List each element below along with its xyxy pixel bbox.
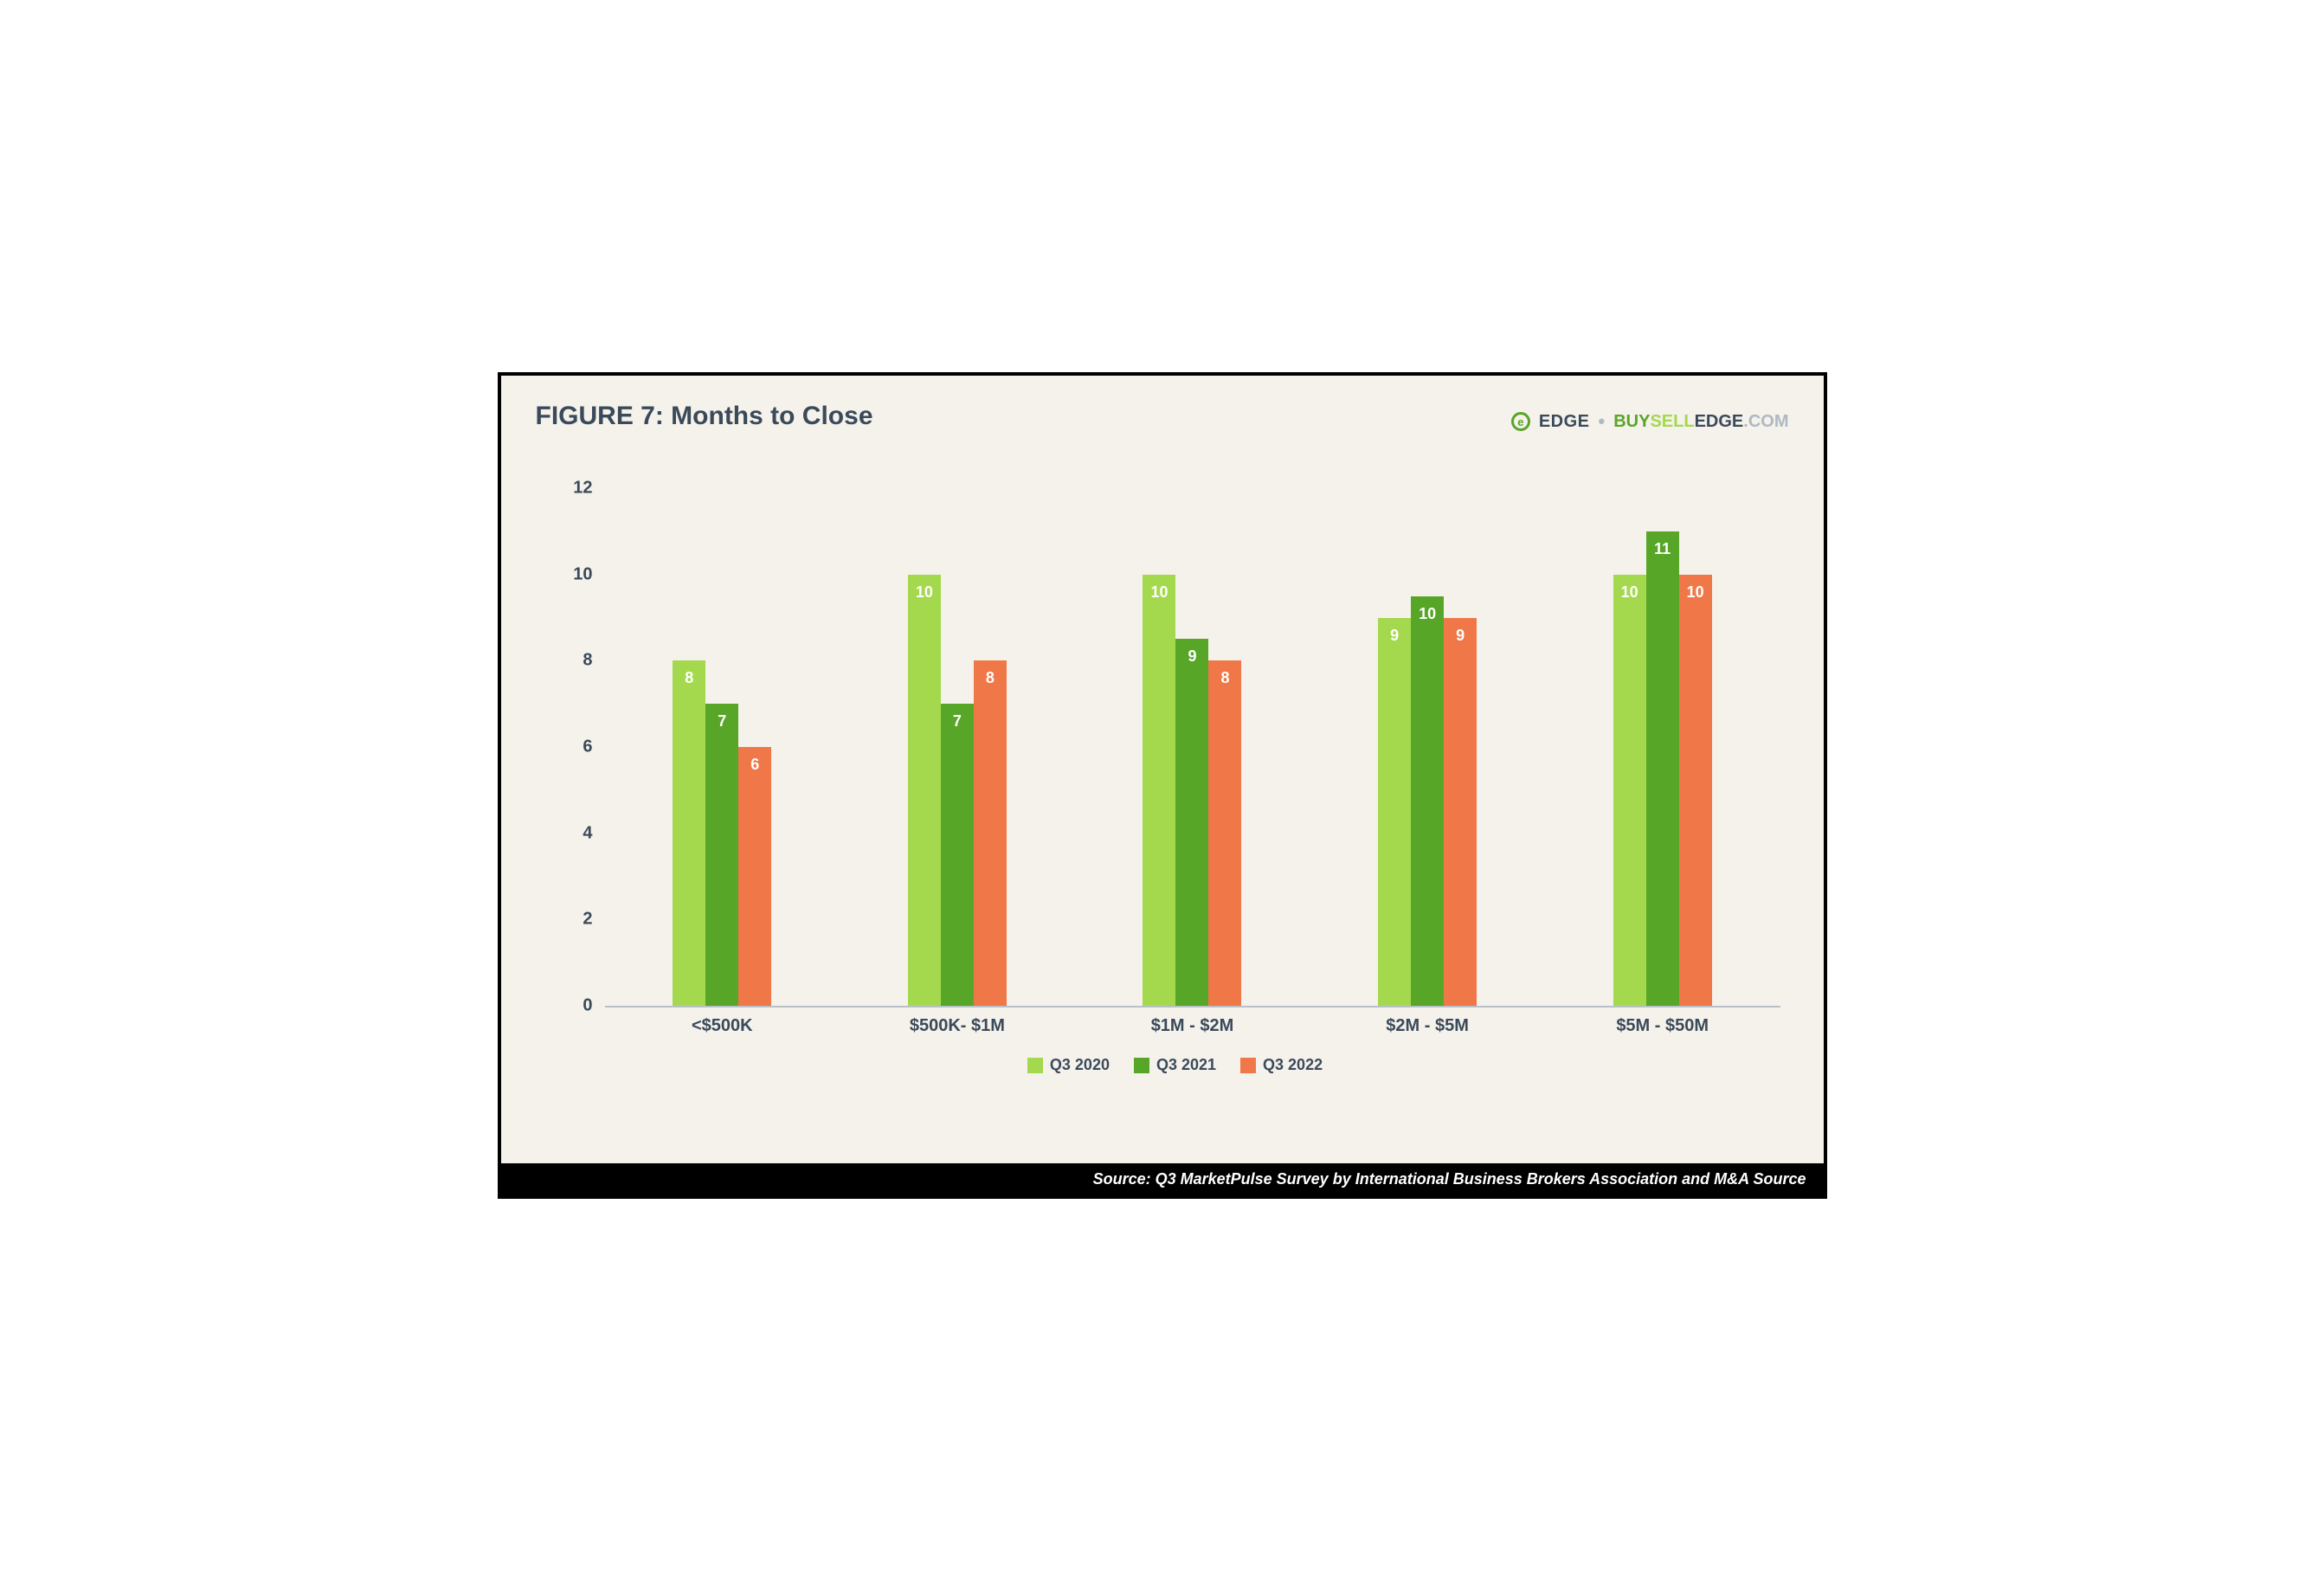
bar: 10 [908,575,941,1006]
bar-value-label: 9 [1188,647,1196,666]
y-axis-tick: 8 [583,651,604,671]
legend-swatch [1134,1058,1149,1073]
legend-item: Q3 2020 [1027,1056,1110,1074]
brand-separator-dot: • [1599,410,1606,433]
legend: Q3 2020 Q3 2021 Q3 2022 [562,1056,1789,1074]
buyselledge-edge: EDGE [1695,412,1744,431]
brand-logo-area: e EDGE • BUYSELLEDGE.COM [1511,410,1789,433]
bar-value-label: 10 [1150,583,1168,602]
bar: 7 [705,704,738,1006]
bar: 10 [1411,596,1444,1006]
bar-value-label: 7 [718,712,726,731]
legend-item: Q3 2022 [1240,1056,1323,1074]
source-attribution: Source: Q3 MarketPulse Survey by Interna… [501,1163,1824,1195]
edge-logo-icon: e [1511,412,1530,431]
chart-area: 8 7 6 <$500K 10 7 8 $500K- $1M 10 9 8 $1M - $2M 9 10 9… [562,462,1789,1068]
category-label: <$500K [605,1006,840,1036]
bar: 9 [1175,639,1208,1006]
bar-value-label: 8 [1220,669,1229,687]
y-axis-tick: 0 [583,996,604,1016]
bar: 8 [1208,660,1241,1006]
category-label: $1M - $2M [1075,1006,1310,1036]
bar-value-label: 10 [1419,605,1436,623]
bar-value-label: 9 [1390,627,1399,645]
bar: 10 [1613,575,1646,1006]
buyselledge-buy: BUY [1613,412,1650,431]
bar-value-label: 10 [916,583,933,602]
bar: 11 [1646,531,1679,1006]
bar: 10 [1679,575,1712,1006]
y-axis-tick: 12 [573,479,604,499]
bar: 9 [1378,618,1411,1007]
buyselledge-com: .COM [1743,412,1788,431]
category-label: $500K- $1M [840,1006,1075,1036]
bar-group: 1078$500K- $1M [840,488,1075,1006]
y-axis-tick: 6 [583,737,604,757]
plot-area: 876<$500K1078$500K- $1M1098$1M - $2M9109… [605,488,1780,1008]
figure-container: FIGURE 7: Months to Close e EDGE • BUYSE… [498,372,1827,1199]
y-axis-tick: 10 [573,564,604,584]
legend-item: Q3 2021 [1134,1056,1216,1074]
bar-group: 876<$500K [605,488,840,1006]
category-label: $2M - $5M [1310,1006,1545,1036]
bar-value-label: 6 [750,756,759,774]
edge-logo-text: EDGE [1539,412,1590,432]
bar-value-label: 11 [1654,540,1671,558]
bar-group: 1098$1M - $2M [1075,488,1310,1006]
bar-value-label: 7 [953,712,962,731]
bar-value-label: 10 [1687,583,1704,602]
bar: 6 [738,747,771,1006]
legend-label: Q3 2022 [1263,1056,1323,1074]
bar-group: 9109$2M - $5M [1310,488,1545,1006]
legend-label: Q3 2020 [1050,1056,1110,1074]
bar-value-label: 8 [685,669,693,687]
bar-value-label: 8 [986,669,995,687]
y-axis-tick: 4 [583,823,604,843]
legend-swatch [1240,1058,1256,1073]
bar: 8 [673,660,705,1006]
bar-group: 101110$5M - $50M [1545,488,1780,1006]
bar-groups: 876<$500K1078$500K- $1M1098$1M - $2M9109… [605,488,1780,1006]
buyselledge-sell: SELL [1650,412,1694,431]
y-axis-tick: 2 [583,910,604,930]
legend-label: Q3 2021 [1156,1056,1216,1074]
figure-body: FIGURE 7: Months to Close e EDGE • BUYSE… [501,376,1824,1163]
bar: 8 [974,660,1007,1006]
bar: 10 [1143,575,1175,1006]
bar-value-label: 10 [1621,583,1638,602]
category-label: $5M - $50M [1545,1006,1780,1036]
bar: 9 [1444,618,1477,1007]
bar: 7 [941,704,974,1006]
buyselledge-logo: BUYSELLEDGE.COM [1613,412,1788,432]
bar-value-label: 9 [1456,627,1465,645]
legend-swatch [1027,1058,1043,1073]
